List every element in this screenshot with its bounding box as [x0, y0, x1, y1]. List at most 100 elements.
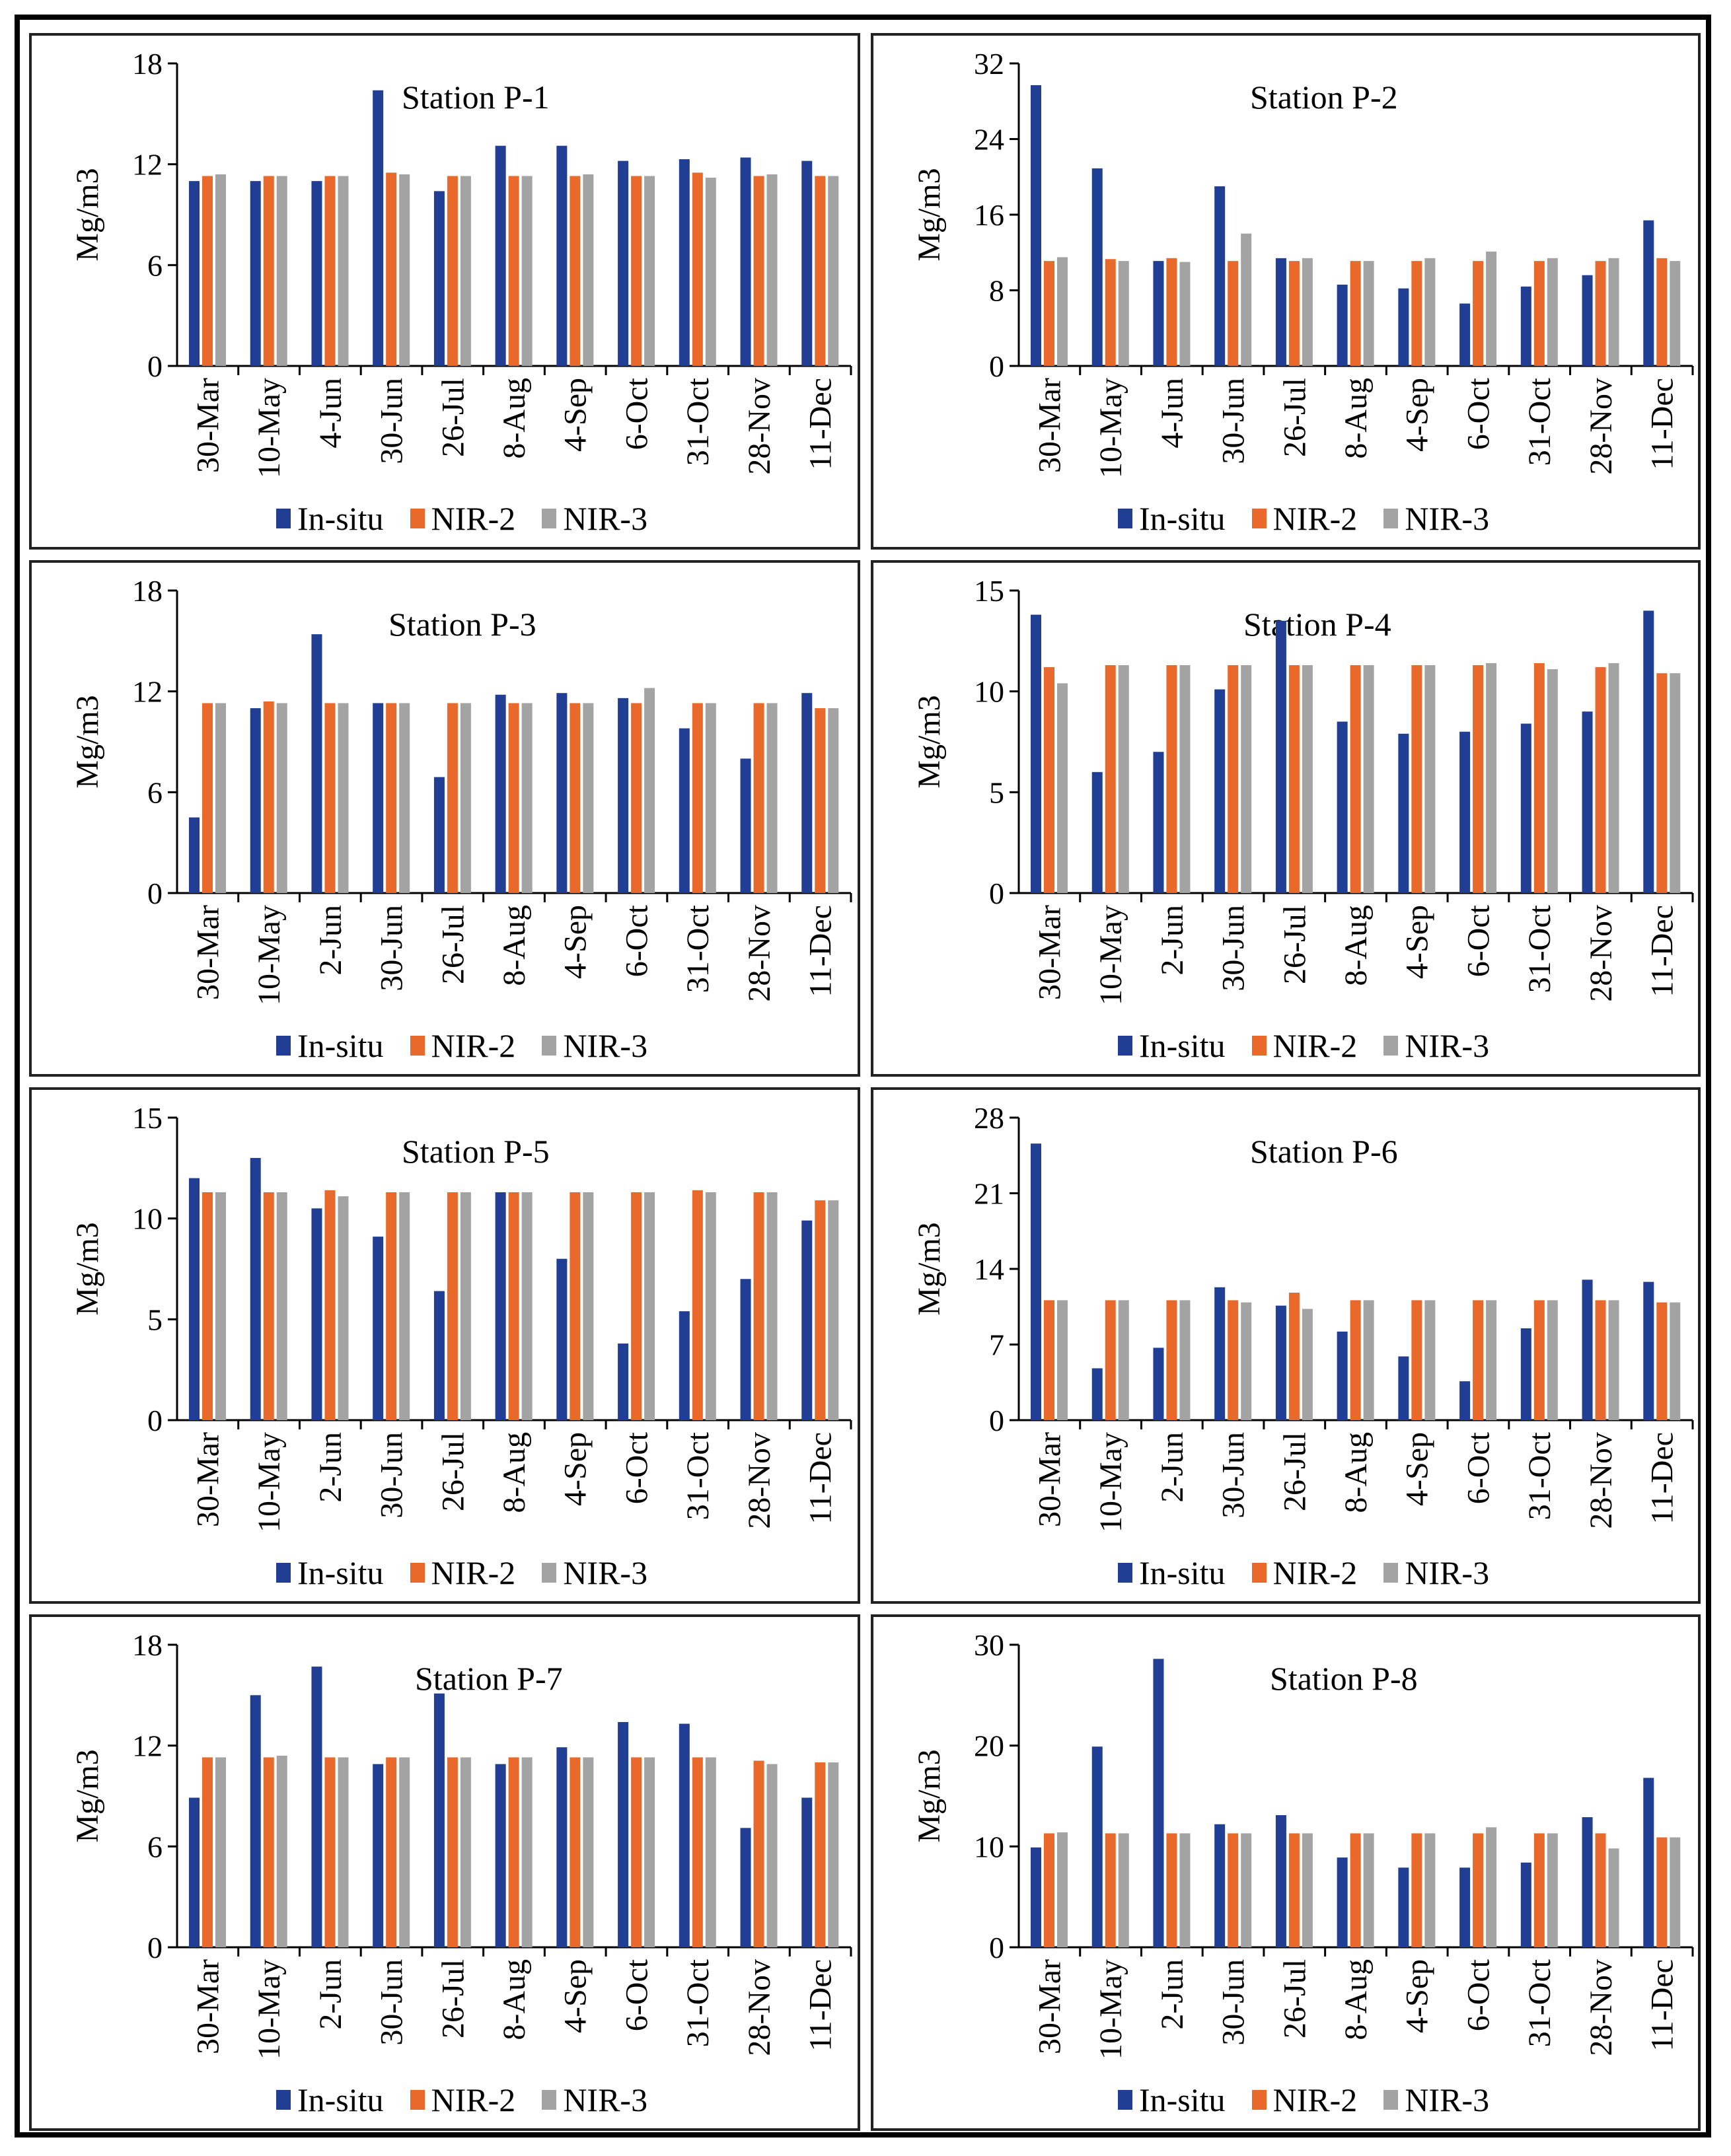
legend-item: NIR-2: [410, 1554, 515, 1592]
bar-in-situ: [1214, 1824, 1226, 1947]
legend-swatch: [1383, 2090, 1399, 2110]
bar-in-situ: [311, 1208, 322, 1420]
bar-nir-3: [705, 1757, 716, 1947]
x-tick-label: 30-Mar: [1032, 378, 1067, 473]
bar-in-situ: [679, 1311, 690, 1420]
y-tick-label: 5: [989, 775, 1004, 809]
chart-panel-6: 0 7 14 21 28 Mg/m3 Station P-6 30-Mar 10-May 2-Ju…: [871, 1087, 1701, 1604]
x-tick-label: 31-Oct: [1522, 1958, 1557, 2047]
bar-nir-2: [386, 172, 397, 366]
bar-in-situ: [495, 145, 506, 366]
bar-in-situ: [189, 1178, 200, 1420]
x-tick-label: 6-Oct: [619, 904, 654, 977]
bar-nir-2: [263, 176, 274, 366]
legend-item: In-situ: [276, 1026, 384, 1065]
legend-label: In-situ: [1139, 2081, 1226, 2118]
legend-swatch: [1251, 509, 1267, 528]
x-tick-label: 26-Jul: [435, 378, 470, 457]
bar-nir-2: [1350, 1300, 1361, 1420]
bar-nir-2: [386, 703, 397, 893]
bar-nir-3: [1057, 683, 1068, 893]
x-tick-label: 26-Jul: [1277, 905, 1312, 984]
bar-nir-2: [1105, 259, 1116, 366]
bar-nir-2: [1228, 261, 1239, 366]
bar-nir-2: [324, 1757, 336, 1947]
x-tick-label: 4-Jun: [1155, 378, 1190, 449]
bar-in-situ: [189, 181, 200, 366]
y-tick-label: 0: [147, 877, 163, 910]
legend: In-situ NIR-2 NIR-3: [276, 499, 647, 538]
bar-nir-3: [1670, 261, 1681, 366]
y-tick-label: 6: [147, 775, 163, 809]
bar-nir-2: [1044, 667, 1054, 893]
bar-nir-2: [631, 703, 642, 893]
legend: In-situ NIR-2 NIR-3: [276, 2081, 647, 2119]
bar-in-situ: [1031, 1143, 1041, 1420]
bar-nir-2: [753, 176, 764, 366]
bar-nir-2: [447, 1192, 458, 1420]
bar-nir-3: [276, 1755, 287, 1947]
legend-swatch: [410, 509, 425, 528]
x-tick-label: 26-Jul: [1277, 378, 1312, 457]
bar-in-situ: [1398, 1356, 1409, 1420]
legend: In-situ NIR-2 NIR-3: [1118, 2081, 1489, 2119]
bar-nir-2: [202, 176, 213, 366]
bar-nir-3: [215, 1757, 226, 1947]
y-tick-label: 0: [147, 1931, 163, 1964]
y-tick-label: 18: [132, 47, 163, 81]
bar-chart: 0 6 12 18 Mg/m3 Station P-7 30-Mar 10-May 2-Jun 3…: [70, 1628, 852, 2060]
bar-nir-3: [1424, 1300, 1436, 1420]
x-tick-label: 30-Jun: [1216, 905, 1251, 991]
legend-item: NIR-2: [1251, 499, 1357, 538]
bar-nir-2: [1533, 1833, 1545, 1947]
y-axis-label: Mg/m3: [912, 168, 947, 261]
bar-in-situ: [373, 703, 384, 893]
bar-in-situ: [250, 181, 261, 366]
legend: In-situ NIR-2 NIR-3: [276, 1026, 647, 1065]
bar-nir-2: [1350, 261, 1361, 366]
y-tick-label: 18: [132, 574, 163, 608]
bar-in-situ: [801, 693, 813, 893]
x-tick-label: 11-Dec: [803, 1959, 838, 2051]
bar-in-situ: [250, 1695, 261, 1947]
bar-nir-2: [386, 1192, 397, 1420]
bar-nir-2: [1288, 1292, 1300, 1420]
bar-nir-3: [460, 176, 471, 366]
legend-item: NIR-3: [1383, 1026, 1489, 1065]
bar-in-situ: [495, 694, 506, 893]
legend-label: In-situ: [1139, 1554, 1226, 1591]
bar-nir-3: [399, 1192, 410, 1420]
legend-swatch: [276, 1036, 291, 1056]
bar-in-situ: [1275, 620, 1286, 893]
legend-item: In-situ: [276, 2081, 384, 2119]
bar-nir-2: [1411, 665, 1422, 893]
bar-nir-2: [263, 1192, 274, 1420]
legend-label: NIR-2: [431, 500, 516, 537]
x-tick-label: 30-Jun: [375, 1432, 410, 1519]
x-tick-label: 30-Jun: [1216, 378, 1251, 464]
bar-nir-3: [1118, 261, 1129, 366]
bar-nir-2: [1105, 665, 1116, 893]
bar-in-situ: [1153, 1348, 1164, 1420]
bar-in-situ: [1643, 220, 1654, 366]
legend-label: NIR-3: [563, 1027, 648, 1064]
legend-item: NIR-2: [410, 2081, 515, 2119]
legend-swatch: [1383, 509, 1399, 528]
bar-nir-3: [828, 176, 839, 366]
bar-nir-3: [276, 1192, 287, 1420]
bar-nir-2: [1044, 1833, 1054, 1947]
bar-nir-3: [1424, 258, 1436, 366]
bar-nir-2: [815, 1762, 826, 1947]
x-tick-label: 31-Oct: [681, 1958, 716, 2047]
bar-in-situ: [1459, 731, 1471, 893]
y-tick-label: 12: [132, 148, 163, 182]
bar-nir-3: [1547, 669, 1558, 893]
x-tick-label: 2-Jun: [1155, 1959, 1190, 2030]
bar-in-situ: [250, 708, 261, 893]
bar-nir-3: [215, 703, 226, 893]
bar-nir-3: [338, 176, 349, 366]
x-tick-label: 6-Oct: [619, 1958, 654, 2031]
y-tick-label: 21: [974, 1177, 1004, 1211]
bar-nir-3: [1670, 1302, 1681, 1420]
bar-nir-3: [828, 1762, 839, 1947]
